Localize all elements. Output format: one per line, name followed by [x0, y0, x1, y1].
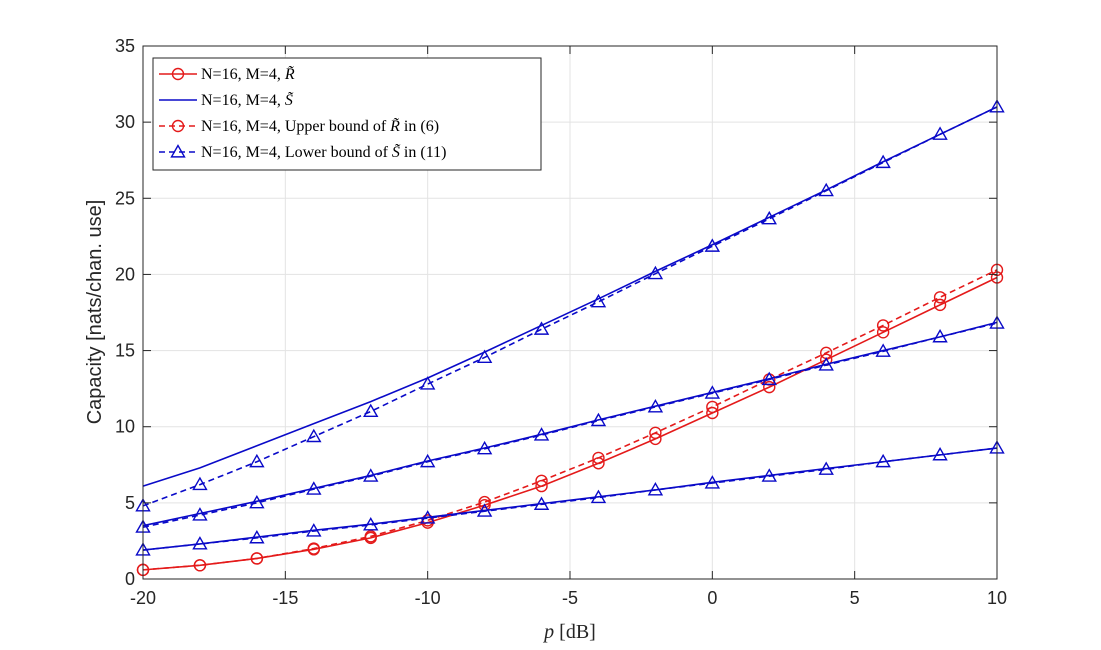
data-point: [363, 403, 379, 418]
data-point: [933, 291, 947, 304]
data-point: [533, 427, 550, 441]
legend-label: N=16, M=4, R̃: [201, 65, 295, 83]
y-tick-label: 10: [115, 417, 135, 437]
data-point: [419, 510, 436, 524]
data-point: [761, 468, 777, 482]
data-point: [704, 385, 721, 399]
data-point: [761, 371, 777, 386]
data-point: [649, 426, 662, 440]
legend-marker: [171, 67, 185, 81]
data-point: [249, 529, 265, 544]
x-tick-label: 10: [987, 588, 1007, 608]
y-tick-label: 25: [115, 188, 135, 208]
y-tick-label: 15: [115, 341, 135, 361]
legend-entry: N=16, M=4, Lower bound of S̃ in (11): [159, 143, 446, 161]
data-point: [761, 210, 777, 225]
legend-label: N=16, M=4, S̃: [201, 91, 294, 109]
series-line: [142, 447, 998, 551]
y-tick-label: 35: [115, 36, 135, 56]
legend-label: N=16, M=4, Upper bound of R̃ in (6): [201, 117, 439, 135]
data-point: [192, 476, 208, 491]
data-point: [590, 489, 607, 504]
data-point: [419, 453, 436, 468]
ticks: -20 -15 -10 -5 0 5 10 0 5 10 15 20 25 30 35: [115, 36, 1007, 608]
data-point: [419, 376, 436, 390]
series-group: [135, 99, 1005, 577]
x-axis-label: p [dB]: [542, 621, 596, 643]
data-point: [592, 451, 605, 465]
y-tick-label: 0: [125, 569, 135, 589]
data-point: [875, 154, 891, 169]
data-point: [590, 293, 607, 308]
data-point: [818, 182, 834, 197]
data-point: [533, 321, 550, 335]
data-point: [875, 343, 891, 357]
data-point: [306, 428, 322, 443]
data-point: [249, 453, 265, 468]
data-point: [704, 238, 721, 252]
data-point: [590, 412, 607, 427]
legend-marker: [170, 144, 186, 158]
data-point: [932, 126, 948, 140]
data-point: [932, 446, 948, 461]
data-point: [192, 536, 208, 550]
data-point: [250, 552, 264, 565]
x-axis-variable: p: [542, 621, 554, 643]
data-point: [706, 400, 719, 414]
data-point: [249, 494, 265, 509]
data-point: [932, 328, 948, 343]
y-tick-label: 20: [115, 264, 135, 284]
series-7: [135, 440, 1005, 556]
data-point: [306, 481, 322, 495]
data-point: [706, 406, 719, 420]
legend-box: [152, 57, 542, 171]
y-tick-label: 30: [115, 112, 135, 132]
data-point: [476, 440, 493, 455]
data-point: [818, 357, 834, 371]
data-point: [933, 298, 947, 312]
data-point: [647, 265, 664, 280]
legend-label: N=16, M=4, Lower bound of S̃ in (11): [201, 143, 446, 161]
data-point: [192, 507, 208, 521]
data-point: [363, 517, 379, 531]
legend: N=16, M=4, R̃ N=16, M=4, S̃ N=16, M=4, Upp…: [152, 57, 542, 171]
data-point: [763, 380, 776, 394]
data-point: [535, 474, 548, 487]
data-point: [704, 475, 721, 489]
data-point: [818, 461, 834, 475]
data-point: [306, 523, 322, 537]
series-5: [135, 315, 1005, 533]
series-line: [142, 269, 998, 571]
x-tick-label: -10: [415, 588, 441, 608]
legend-entry: N=16, M=4, Upper bound of R̃ in (6): [159, 117, 439, 135]
data-point: [647, 399, 664, 413]
y-tick-label: 5: [125, 493, 135, 513]
x-tick-label: 5: [850, 588, 860, 608]
data-point: [476, 503, 493, 517]
data-point: [876, 319, 890, 332]
data-point: [478, 495, 491, 509]
data-point: [476, 349, 493, 363]
data-point: [533, 496, 550, 510]
x-tick-label: -15: [272, 588, 298, 608]
data-point: [875, 453, 891, 468]
data-point: [193, 559, 207, 572]
data-point: [647, 482, 664, 496]
legend-entry: N=16, M=4, R̃: [159, 65, 295, 83]
legend-entry: N=16, M=4, S̃: [159, 91, 294, 109]
legend-marker: [171, 119, 185, 133]
data-point: [307, 542, 320, 555]
series-line: [142, 106, 998, 507]
x-tick-label: -20: [130, 588, 156, 608]
data-point: [876, 326, 890, 339]
data-point: [363, 468, 379, 482]
y-axis-label: Capacity [nats/chan. use]: [84, 200, 106, 425]
series-line: [142, 322, 998, 529]
x-tick-label: 0: [707, 588, 717, 608]
data-point: [364, 530, 377, 543]
x-tick-label: -5: [562, 588, 578, 608]
x-axis-unit: [dB]: [554, 621, 596, 643]
